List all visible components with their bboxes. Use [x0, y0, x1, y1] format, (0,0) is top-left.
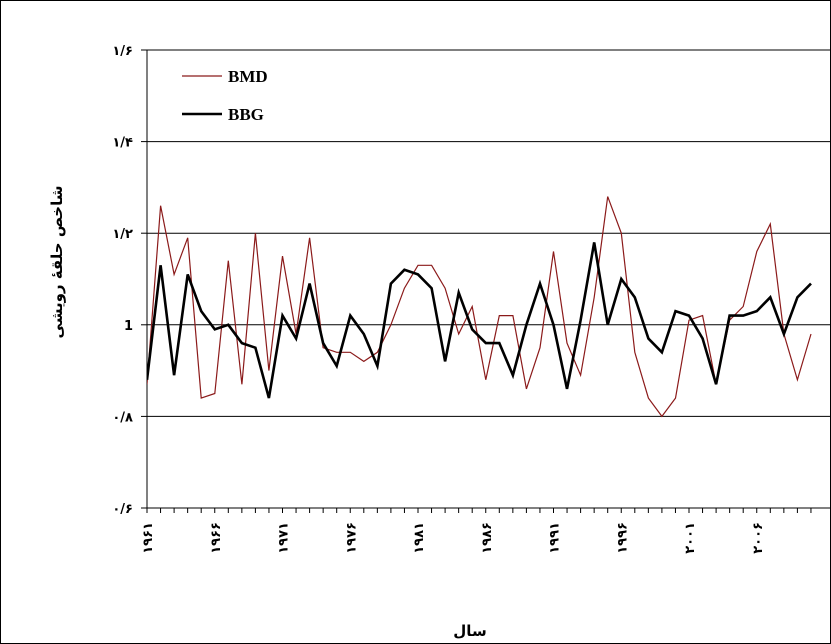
series-line-bmd — [147, 196, 812, 418]
y-axis-title: شاخص حلقهٔ رویشی — [48, 186, 66, 339]
y-tick-label-2: 1 — [124, 319, 133, 334]
x-axis-title: سال — [453, 622, 486, 640]
x-tick-label-3: ۱۹۷۶ — [344, 522, 359, 554]
y-tick-label-0: ۰/۶ — [112, 502, 133, 517]
x-tick-label-7: ۱۹۹۶ — [615, 522, 630, 554]
x-tick-label-4: ۱۹۸۱ — [412, 522, 427, 554]
x-tick-label-0: ۱۹۶۱ — [141, 522, 156, 554]
legend-label-bbg: BBG — [228, 105, 264, 124]
legend-label-bmd: BMD — [228, 67, 268, 86]
series-line-bbg — [147, 242, 812, 399]
x-tick-label-6: ۱۹۹۱ — [548, 522, 563, 554]
x-tick-label-5: ۱۹۸۶ — [480, 522, 495, 554]
y-tick-label-5: ۱/۶ — [112, 44, 133, 59]
gridlines — [147, 49, 831, 417]
y-tick-labels: ۰/۶ ۰/۸ 1 ۱/۲ ۱/۴ ۱/۶ — [112, 44, 133, 517]
y-tick-label-4: ۱/۴ — [112, 136, 133, 151]
x-tick-label-2: ۱۹۷۱ — [277, 522, 292, 554]
x-tick-labels: ۱۹۶۱ ۱۹۶۶ ۱۹۷۱ ۱۹۷۶ ۱۹۸۱ ۱۹۸۶ ۱۹۹۱ ۱۹۹۶ ۲۰۰۱ ۲۰۰۶ — [141, 522, 766, 554]
series-lines — [147, 196, 812, 418]
y-tick-label-3: ۱/۲ — [112, 227, 133, 242]
legend: BMD BBG — [182, 67, 268, 124]
x-tick-label-9: ۲۰۰۶ — [751, 522, 766, 554]
y-tick-label-1: ۰/۸ — [112, 410, 133, 425]
axes — [141, 49, 831, 513]
x-tick-label-1: ۱۹۶۶ — [209, 522, 224, 554]
x-tick-label-8: ۲۰۰۱ — [683, 522, 698, 554]
